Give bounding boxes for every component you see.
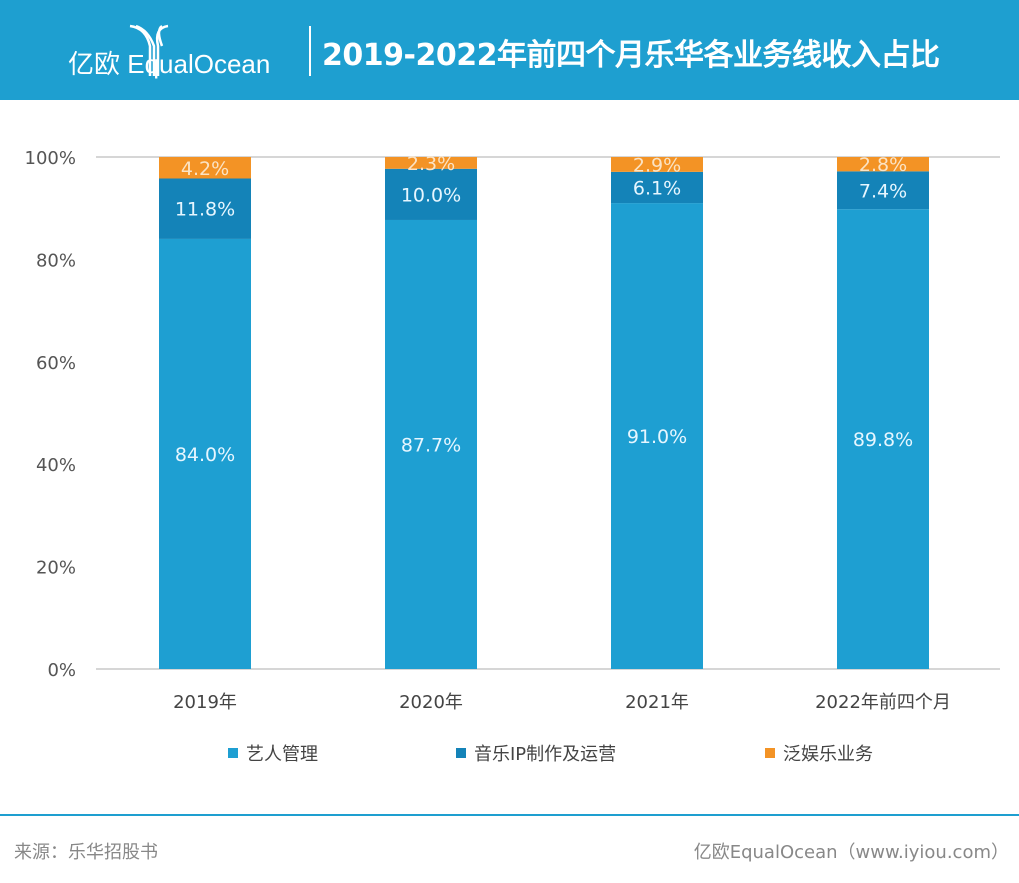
legend-label: 泛娱乐业务 bbox=[783, 744, 873, 765]
bar-segment bbox=[837, 171, 929, 210]
data-label: 87.7% bbox=[401, 434, 461, 456]
credit-note: 亿欧EqualOcean（www.iyiou.com） bbox=[693, 842, 1009, 863]
y-tick-label: 60% bbox=[36, 353, 76, 374]
x-tick-label: 2021年 bbox=[625, 692, 689, 713]
data-label: 91.0% bbox=[627, 426, 687, 448]
bar-segment bbox=[159, 157, 251, 179]
data-label: 2.3% bbox=[407, 153, 455, 175]
data-label: 84.0% bbox=[175, 444, 235, 466]
bar-segment bbox=[385, 157, 477, 169]
data-label: 4.2% bbox=[181, 158, 229, 180]
data-label: 11.8% bbox=[175, 199, 235, 221]
bar-segment bbox=[611, 157, 703, 172]
data-label: 7.4% bbox=[859, 180, 907, 202]
x-tick-label: 2019年 bbox=[173, 692, 237, 713]
header-banner: 亿欧 EqualOcean 2019-2022年前四个月乐华各业务线收入占比 bbox=[0, 0, 1019, 100]
bar-segment bbox=[837, 157, 929, 172]
data-label: 10.0% bbox=[401, 184, 461, 206]
chart-title: 2019-2022年前四个月乐华各业务线收入占比 bbox=[322, 38, 940, 73]
data-label: 6.1% bbox=[633, 177, 681, 199]
header-divider bbox=[309, 26, 311, 76]
y-tick-label: 80% bbox=[36, 250, 76, 271]
y-tick-label: 0% bbox=[47, 660, 76, 681]
x-tick-label: 2022年前四个月 bbox=[815, 692, 951, 713]
y-tick-label: 20% bbox=[36, 558, 76, 579]
footer-divider bbox=[0, 814, 1019, 816]
y-tick-label: 100% bbox=[25, 148, 76, 169]
data-label: 89.8% bbox=[853, 429, 913, 451]
bar-segment bbox=[837, 209, 929, 669]
stacked-bar-chart: 0% 20% 40% 60% 80% 100% 84.0% 11.8% 4.2% 2019年 87.… bbox=[25, 148, 1000, 713]
bar-segment bbox=[385, 219, 477, 669]
legend-item: 泛娱乐业务 bbox=[765, 740, 873, 766]
legend: 艺人管理 音乐IP制作及运营 泛娱乐业务 bbox=[0, 740, 1019, 766]
x-tick-label: 2020年 bbox=[399, 692, 463, 713]
bar-segment bbox=[385, 168, 477, 220]
bar-segment bbox=[611, 171, 703, 204]
bar-segment bbox=[611, 203, 703, 669]
y-tick-label: 40% bbox=[36, 455, 76, 476]
logo-text: 亿欧 EqualOcean bbox=[68, 49, 271, 79]
legend-label: 艺人管理 bbox=[246, 744, 318, 765]
legend-item: 艺人管理 bbox=[228, 740, 318, 766]
legend-swatch bbox=[765, 748, 775, 758]
bar-segment bbox=[159, 238, 251, 670]
legend-swatch bbox=[456, 748, 466, 758]
data-label: 2.9% bbox=[633, 154, 681, 176]
legend-swatch bbox=[228, 748, 238, 758]
source-note: 来源：乐华招股书 bbox=[14, 842, 158, 863]
bar-segment bbox=[159, 178, 251, 239]
legend-label: 音乐IP制作及运营 bbox=[474, 744, 617, 765]
equalocean-logo-icon bbox=[129, 24, 169, 76]
legend-item: 音乐IP制作及运营 bbox=[456, 740, 616, 766]
data-label: 2.8% bbox=[859, 154, 907, 176]
